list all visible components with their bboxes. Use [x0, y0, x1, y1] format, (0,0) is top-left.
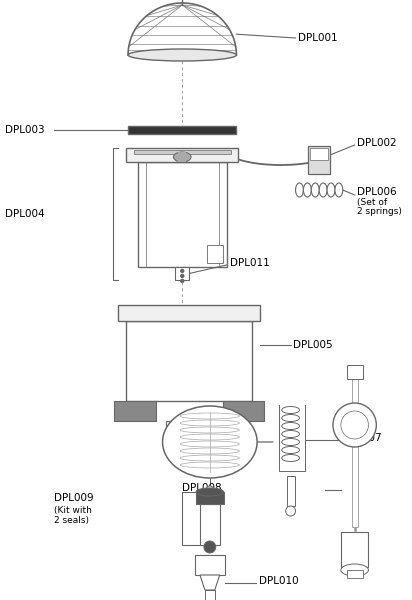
Text: DPL004: DPL004 [5, 209, 44, 219]
Ellipse shape [163, 406, 257, 478]
Ellipse shape [282, 407, 300, 413]
Text: DPL001: DPL001 [297, 33, 337, 43]
Bar [114, 401, 156, 421]
Text: DPL007: DPL007 [342, 433, 382, 443]
Ellipse shape [282, 455, 300, 461]
Ellipse shape [174, 425, 190, 435]
Bar [196, 492, 224, 504]
Bar [347, 570, 363, 578]
Circle shape [204, 541, 216, 553]
Ellipse shape [180, 448, 239, 454]
Bar [310, 148, 328, 160]
Bar [166, 421, 198, 439]
Ellipse shape [282, 422, 300, 430]
Ellipse shape [173, 152, 191, 162]
Bar [352, 377, 358, 527]
Ellipse shape [335, 183, 343, 197]
Ellipse shape [295, 183, 303, 197]
Text: DPL011: DPL011 [229, 258, 269, 268]
Circle shape [181, 269, 184, 272]
Bar [126, 321, 252, 401]
Bar [347, 365, 363, 379]
Bar [126, 148, 239, 162]
Bar [138, 162, 227, 267]
Ellipse shape [341, 564, 368, 576]
Ellipse shape [282, 431, 300, 437]
Bar [200, 504, 220, 545]
Ellipse shape [282, 415, 300, 421]
Bar [341, 532, 368, 567]
Ellipse shape [180, 427, 239, 433]
Ellipse shape [319, 183, 327, 197]
Text: DPL002: DPL002 [357, 138, 396, 148]
Ellipse shape [282, 439, 300, 445]
Bar [207, 245, 222, 263]
Bar [222, 401, 264, 421]
Ellipse shape [180, 441, 239, 447]
Text: DPL008: DPL008 [182, 483, 222, 493]
Text: (Set of: (Set of [357, 199, 387, 208]
Ellipse shape [196, 488, 224, 496]
Ellipse shape [327, 183, 335, 197]
Ellipse shape [180, 420, 239, 426]
Ellipse shape [180, 455, 239, 461]
Text: DPL009: DPL009 [54, 493, 94, 503]
Circle shape [341, 411, 368, 439]
Ellipse shape [180, 462, 239, 468]
Circle shape [181, 280, 184, 283]
Circle shape [206, 486, 214, 494]
Bar [134, 150, 231, 154]
Ellipse shape [180, 413, 239, 419]
Bar [308, 146, 330, 174]
Polygon shape [200, 575, 220, 590]
Bar [176, 267, 189, 280]
Text: DPL003: DPL003 [5, 125, 44, 135]
Text: DPL005: DPL005 [293, 340, 332, 350]
Text: 2 seals): 2 seals) [54, 515, 89, 524]
Text: DPL010: DPL010 [259, 576, 299, 586]
Bar [195, 555, 225, 575]
Ellipse shape [180, 434, 239, 440]
Bar [118, 305, 260, 321]
Ellipse shape [128, 49, 236, 61]
Bar [205, 590, 215, 600]
Text: (Kit with: (Kit with [54, 505, 92, 514]
Circle shape [286, 506, 295, 516]
Circle shape [181, 274, 184, 277]
Bar [128, 126, 236, 134]
Ellipse shape [282, 446, 300, 454]
Ellipse shape [303, 183, 311, 197]
Text: 2 springs): 2 springs) [357, 208, 401, 217]
Bar [287, 476, 295, 506]
Ellipse shape [311, 183, 319, 197]
Bar [178, 152, 186, 162]
Text: DPL006: DPL006 [357, 187, 396, 197]
Circle shape [333, 403, 376, 447]
